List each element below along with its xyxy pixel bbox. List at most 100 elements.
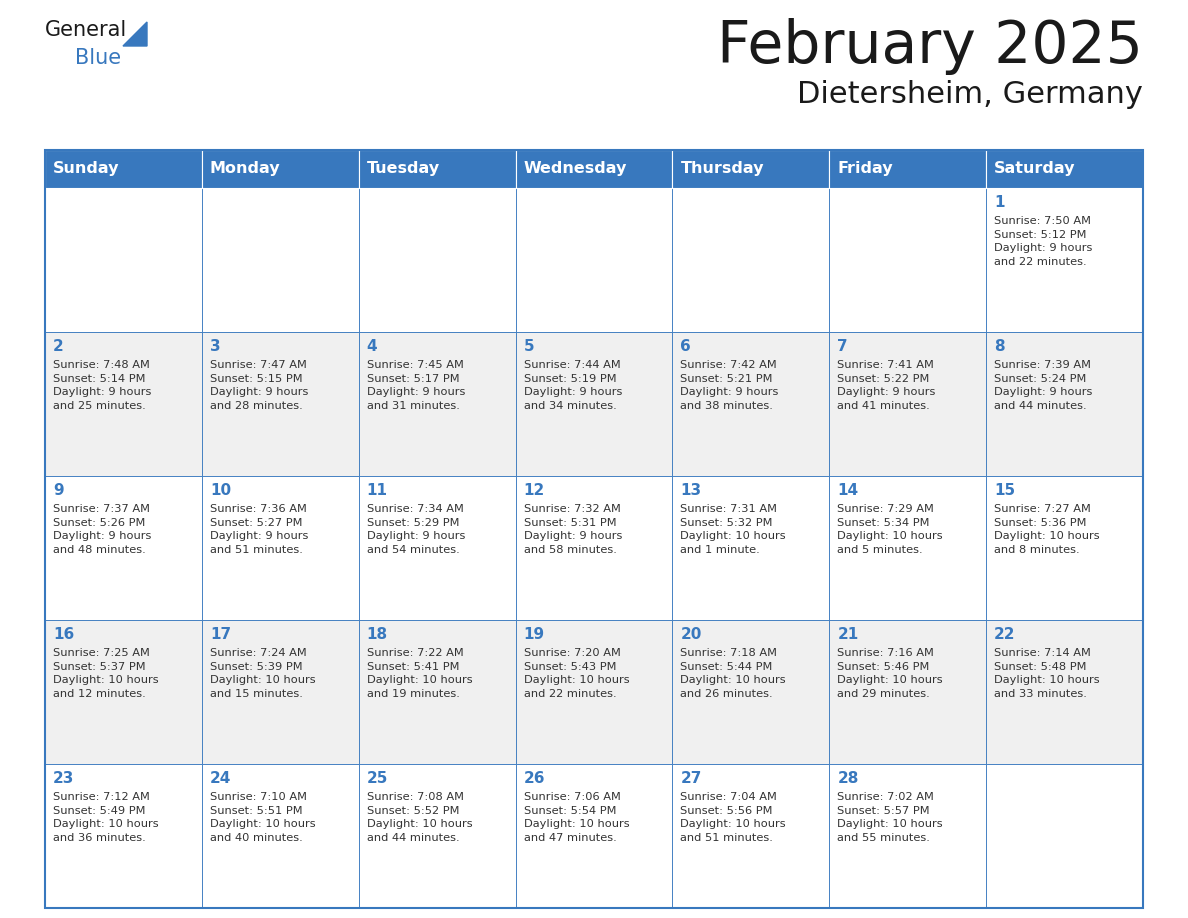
Bar — [45, 764, 202, 908]
Bar — [202, 332, 359, 476]
Text: Sunrise: 7:06 AM
Sunset: 5:54 PM
Daylight: 10 hours
and 47 minutes.: Sunrise: 7:06 AM Sunset: 5:54 PM Dayligh… — [524, 792, 630, 843]
Bar — [829, 150, 986, 188]
Text: 7: 7 — [838, 339, 848, 354]
Bar — [672, 150, 829, 188]
Text: 8: 8 — [994, 339, 1005, 354]
Text: 21: 21 — [838, 627, 859, 642]
Text: Sunday: Sunday — [53, 162, 120, 176]
Text: Monday: Monday — [210, 162, 280, 176]
Bar — [516, 620, 672, 764]
Text: 6: 6 — [681, 339, 691, 354]
Text: 5: 5 — [524, 339, 535, 354]
Text: Sunrise: 7:12 AM
Sunset: 5:49 PM
Daylight: 10 hours
and 36 minutes.: Sunrise: 7:12 AM Sunset: 5:49 PM Dayligh… — [53, 792, 159, 843]
Bar — [202, 188, 359, 332]
Text: 24: 24 — [210, 771, 232, 786]
Bar — [672, 764, 829, 908]
Text: Sunrise: 7:36 AM
Sunset: 5:27 PM
Daylight: 9 hours
and 51 minutes.: Sunrise: 7:36 AM Sunset: 5:27 PM Dayligh… — [210, 504, 308, 554]
Text: 23: 23 — [53, 771, 75, 786]
Bar — [829, 188, 986, 332]
Text: Sunrise: 7:08 AM
Sunset: 5:52 PM
Daylight: 10 hours
and 44 minutes.: Sunrise: 7:08 AM Sunset: 5:52 PM Dayligh… — [367, 792, 473, 843]
Text: 28: 28 — [838, 771, 859, 786]
Text: Sunrise: 7:48 AM
Sunset: 5:14 PM
Daylight: 9 hours
and 25 minutes.: Sunrise: 7:48 AM Sunset: 5:14 PM Dayligh… — [53, 360, 151, 410]
Text: 22: 22 — [994, 627, 1016, 642]
Text: Thursday: Thursday — [681, 162, 764, 176]
Bar — [359, 620, 516, 764]
Bar — [359, 332, 516, 476]
Bar — [986, 150, 1143, 188]
Text: Sunrise: 7:42 AM
Sunset: 5:21 PM
Daylight: 9 hours
and 38 minutes.: Sunrise: 7:42 AM Sunset: 5:21 PM Dayligh… — [681, 360, 779, 410]
Text: 11: 11 — [367, 483, 387, 498]
Text: 1: 1 — [994, 195, 1005, 210]
Bar — [672, 188, 829, 332]
Text: Sunrise: 7:10 AM
Sunset: 5:51 PM
Daylight: 10 hours
and 40 minutes.: Sunrise: 7:10 AM Sunset: 5:51 PM Dayligh… — [210, 792, 316, 843]
Text: 20: 20 — [681, 627, 702, 642]
Bar — [202, 620, 359, 764]
Text: 13: 13 — [681, 483, 702, 498]
Text: Sunrise: 7:25 AM
Sunset: 5:37 PM
Daylight: 10 hours
and 12 minutes.: Sunrise: 7:25 AM Sunset: 5:37 PM Dayligh… — [53, 648, 159, 699]
Text: 27: 27 — [681, 771, 702, 786]
Text: 26: 26 — [524, 771, 545, 786]
Text: Sunrise: 7:34 AM
Sunset: 5:29 PM
Daylight: 9 hours
and 54 minutes.: Sunrise: 7:34 AM Sunset: 5:29 PM Dayligh… — [367, 504, 465, 554]
Text: 4: 4 — [367, 339, 378, 354]
Bar — [45, 150, 1143, 908]
Text: 18: 18 — [367, 627, 387, 642]
Text: 16: 16 — [53, 627, 74, 642]
Bar — [45, 476, 202, 620]
Bar — [986, 332, 1143, 476]
Bar — [986, 188, 1143, 332]
Bar — [829, 764, 986, 908]
Text: Sunrise: 7:47 AM
Sunset: 5:15 PM
Daylight: 9 hours
and 28 minutes.: Sunrise: 7:47 AM Sunset: 5:15 PM Dayligh… — [210, 360, 308, 410]
Text: Sunrise: 7:45 AM
Sunset: 5:17 PM
Daylight: 9 hours
and 31 minutes.: Sunrise: 7:45 AM Sunset: 5:17 PM Dayligh… — [367, 360, 465, 410]
Text: Friday: Friday — [838, 162, 893, 176]
Bar — [672, 476, 829, 620]
Text: February 2025: February 2025 — [718, 18, 1143, 75]
Text: Sunrise: 7:32 AM
Sunset: 5:31 PM
Daylight: 9 hours
and 58 minutes.: Sunrise: 7:32 AM Sunset: 5:31 PM Dayligh… — [524, 504, 623, 554]
Bar — [202, 476, 359, 620]
Bar — [45, 188, 202, 332]
Text: Blue: Blue — [75, 48, 121, 68]
Text: Sunrise: 7:31 AM
Sunset: 5:32 PM
Daylight: 10 hours
and 1 minute.: Sunrise: 7:31 AM Sunset: 5:32 PM Dayligh… — [681, 504, 786, 554]
Text: 25: 25 — [367, 771, 388, 786]
Text: 15: 15 — [994, 483, 1016, 498]
Text: 14: 14 — [838, 483, 859, 498]
Text: Sunrise: 7:16 AM
Sunset: 5:46 PM
Daylight: 10 hours
and 29 minutes.: Sunrise: 7:16 AM Sunset: 5:46 PM Dayligh… — [838, 648, 943, 699]
Bar — [829, 332, 986, 476]
Text: Sunrise: 7:22 AM
Sunset: 5:41 PM
Daylight: 10 hours
and 19 minutes.: Sunrise: 7:22 AM Sunset: 5:41 PM Dayligh… — [367, 648, 473, 699]
Text: Wednesday: Wednesday — [524, 162, 627, 176]
Text: Sunrise: 7:14 AM
Sunset: 5:48 PM
Daylight: 10 hours
and 33 minutes.: Sunrise: 7:14 AM Sunset: 5:48 PM Dayligh… — [994, 648, 1100, 699]
Text: Tuesday: Tuesday — [367, 162, 440, 176]
Bar — [516, 764, 672, 908]
Bar — [202, 764, 359, 908]
Bar — [986, 620, 1143, 764]
Text: Sunrise: 7:29 AM
Sunset: 5:34 PM
Daylight: 10 hours
and 5 minutes.: Sunrise: 7:29 AM Sunset: 5:34 PM Dayligh… — [838, 504, 943, 554]
Bar — [986, 764, 1143, 908]
Text: 2: 2 — [53, 339, 64, 354]
Bar — [45, 620, 202, 764]
Bar — [986, 476, 1143, 620]
Bar — [516, 332, 672, 476]
Text: 12: 12 — [524, 483, 545, 498]
Bar — [202, 150, 359, 188]
Text: 9: 9 — [53, 483, 64, 498]
Bar — [45, 332, 202, 476]
Text: Sunrise: 7:24 AM
Sunset: 5:39 PM
Daylight: 10 hours
and 15 minutes.: Sunrise: 7:24 AM Sunset: 5:39 PM Dayligh… — [210, 648, 316, 699]
Text: Sunrise: 7:50 AM
Sunset: 5:12 PM
Daylight: 9 hours
and 22 minutes.: Sunrise: 7:50 AM Sunset: 5:12 PM Dayligh… — [994, 216, 1093, 267]
Bar — [359, 476, 516, 620]
Text: Sunrise: 7:44 AM
Sunset: 5:19 PM
Daylight: 9 hours
and 34 minutes.: Sunrise: 7:44 AM Sunset: 5:19 PM Dayligh… — [524, 360, 623, 410]
Bar — [829, 620, 986, 764]
Bar — [672, 332, 829, 476]
Bar — [672, 620, 829, 764]
Text: Sunrise: 7:27 AM
Sunset: 5:36 PM
Daylight: 10 hours
and 8 minutes.: Sunrise: 7:27 AM Sunset: 5:36 PM Dayligh… — [994, 504, 1100, 554]
Text: Dietersheim, Germany: Dietersheim, Germany — [797, 80, 1143, 109]
Bar — [516, 476, 672, 620]
Text: Sunrise: 7:41 AM
Sunset: 5:22 PM
Daylight: 9 hours
and 41 minutes.: Sunrise: 7:41 AM Sunset: 5:22 PM Dayligh… — [838, 360, 936, 410]
Bar — [359, 764, 516, 908]
Bar — [45, 150, 202, 188]
Text: General: General — [45, 20, 127, 40]
Text: Sunrise: 7:39 AM
Sunset: 5:24 PM
Daylight: 9 hours
and 44 minutes.: Sunrise: 7:39 AM Sunset: 5:24 PM Dayligh… — [994, 360, 1093, 410]
Text: Sunrise: 7:04 AM
Sunset: 5:56 PM
Daylight: 10 hours
and 51 minutes.: Sunrise: 7:04 AM Sunset: 5:56 PM Dayligh… — [681, 792, 786, 843]
Text: Sunrise: 7:18 AM
Sunset: 5:44 PM
Daylight: 10 hours
and 26 minutes.: Sunrise: 7:18 AM Sunset: 5:44 PM Dayligh… — [681, 648, 786, 699]
Bar — [516, 188, 672, 332]
Polygon shape — [124, 22, 147, 46]
Text: 19: 19 — [524, 627, 544, 642]
